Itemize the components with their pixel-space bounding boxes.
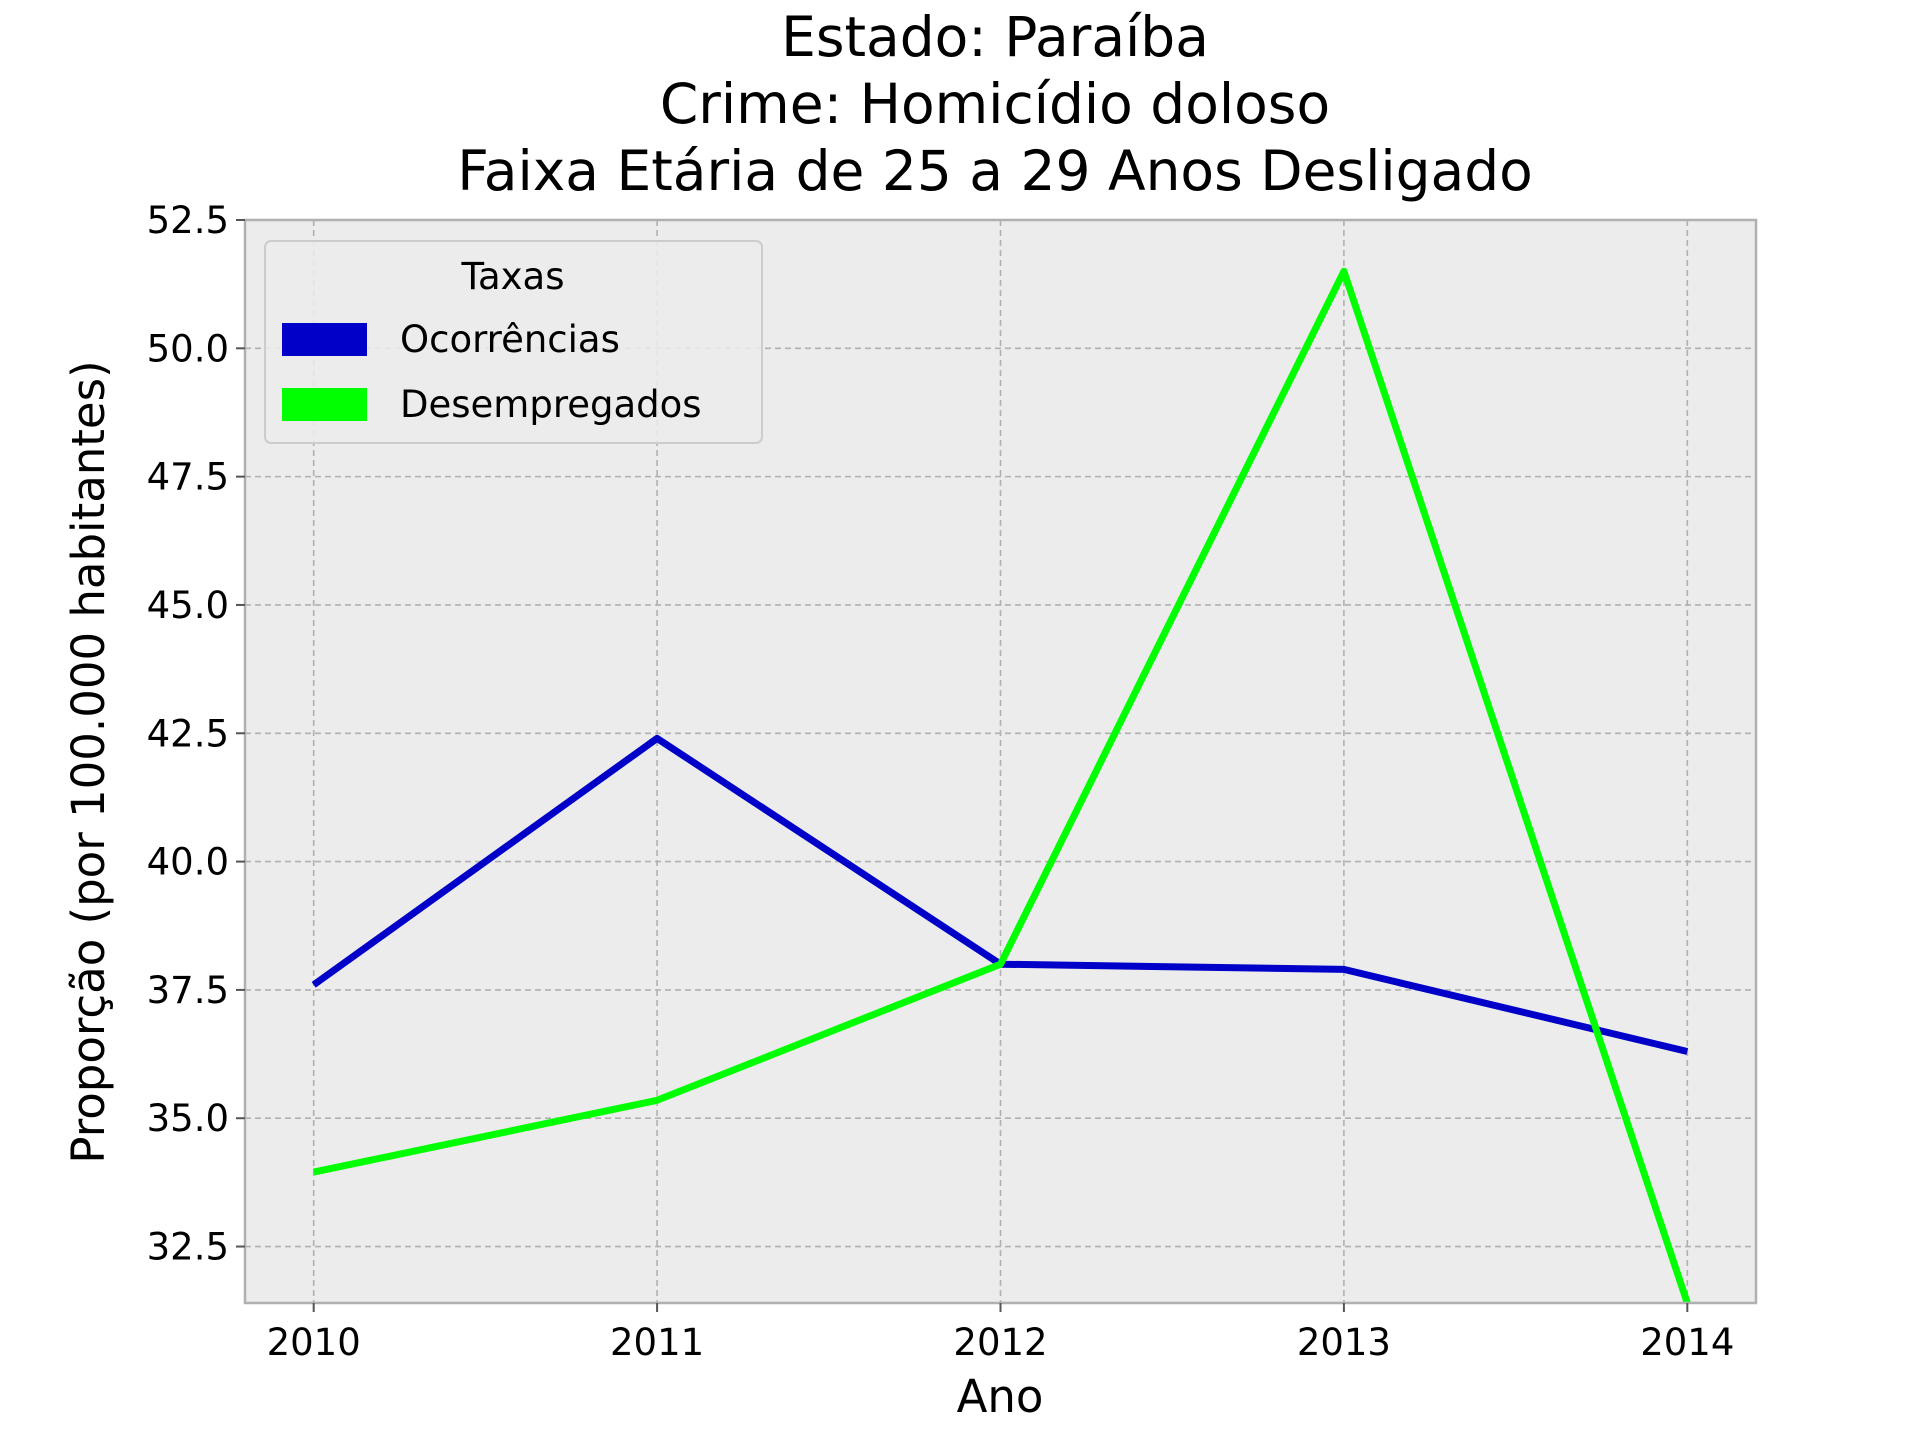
legend-label-desempregados: Desempregados (400, 383, 702, 426)
y-tick-label: 47.5 (147, 456, 229, 499)
y-tick-label: 52.5 (147, 199, 229, 242)
legend-swatch-desempregados (282, 388, 367, 421)
y-axis-label: Proporção (por 100.000 habitantes) (62, 360, 115, 1163)
legend: Taxas Ocorrências Desempregados (264, 240, 763, 444)
y-axis-ticks: 32.5 35.0 37.5 40.0 42.5 45.0 47.5 50.0 52.5 (147, 199, 245, 1269)
legend-title: Taxas (461, 255, 565, 298)
x-axis-ticks: 2010 2011 2012 2013 2014 (267, 1303, 1734, 1364)
y-tick-label: 40.0 (147, 841, 229, 884)
x-tick-label: 2010 (267, 1321, 361, 1364)
x-tick-label: 2014 (1640, 1321, 1734, 1364)
title-line-3: Faixa Etária de 25 a 29 Anos Desligado (457, 139, 1533, 203)
series-line-desempregados (312, 267, 1691, 1305)
y-tick-label: 32.5 (147, 1226, 229, 1269)
y-tick-label: 42.5 (147, 712, 229, 755)
title-line-1: Estado: Paraíba (781, 5, 1209, 69)
chart-title: Estado: Paraíba Crime: Homicídio doloso … (457, 5, 1533, 203)
title-line-2: Crime: Homicídio doloso (660, 72, 1330, 136)
x-tick-label: 2013 (1297, 1321, 1391, 1364)
y-tick-label: 37.5 (147, 969, 229, 1012)
legend-label-ocorrencias: Ocorrências (400, 318, 620, 361)
x-tick-label: 2011 (610, 1321, 704, 1364)
x-axis-label: Ano (957, 1370, 1044, 1423)
legend-box (264, 240, 763, 444)
legend-swatch-ocorrencias (282, 323, 367, 356)
y-tick-label: 45.0 (147, 584, 229, 627)
series-layer (311, 267, 1691, 1305)
y-tick-label: 50.0 (147, 327, 229, 370)
x-tick-label: 2012 (953, 1321, 1047, 1364)
y-tick-label: 35.0 (147, 1097, 229, 1140)
